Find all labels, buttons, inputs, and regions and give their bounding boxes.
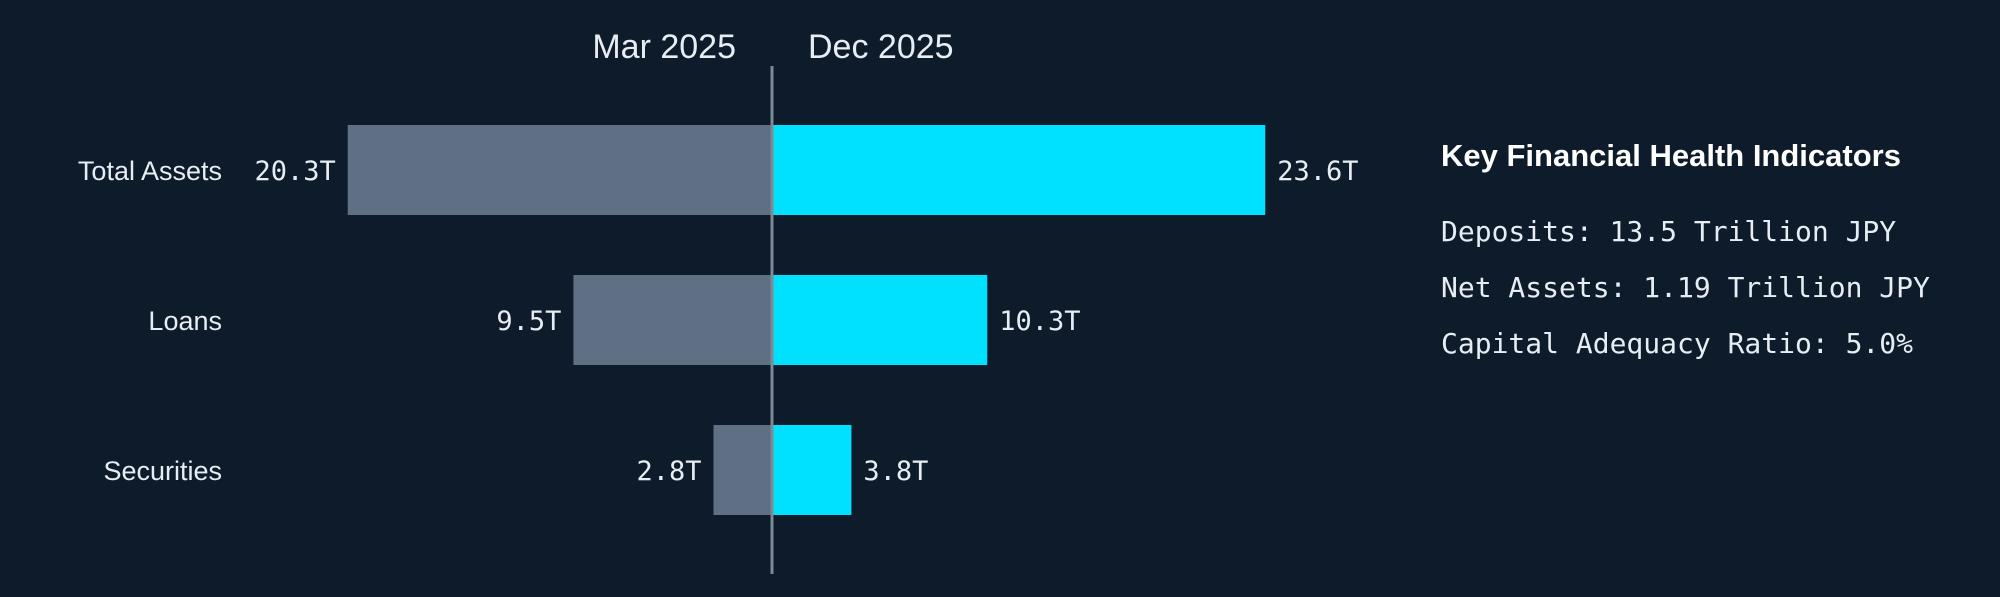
series-label-dec-2025: Dec 2025	[808, 28, 954, 66]
category-label-loans: Loans	[148, 306, 222, 336]
bar-dec-2025-total-assets	[772, 125, 1266, 215]
value-label-mar-2025-loans: 9.5T	[496, 306, 561, 337]
bar-dec-2025-securities	[772, 425, 852, 515]
key-indicators-panel: Key Financial Health Indicators Deposits…	[1441, 138, 1981, 372]
value-label-dec-2025-securities: 3.8T	[863, 456, 928, 487]
indicator-capital-adequacy-ratio: Capital Adequacy Ratio: 5.0%	[1441, 327, 1914, 360]
category-label-total-assets: Total Assets	[78, 156, 222, 186]
bar-mar-2025-securities	[713, 425, 772, 515]
butterfly-bar-chart: Mar 2025 Dec 2025 20.3T 23.6T Total Assets 9.…	[78, 28, 1359, 574]
value-label-mar-2025-total-assets: 20.3T	[254, 156, 335, 187]
indicators-title: Key Financial Health Indicators	[1441, 138, 1901, 173]
bar-dec-2025-loans	[772, 275, 988, 365]
value-label-mar-2025-securities: 2.8T	[636, 456, 701, 487]
bar-mar-2025-loans	[573, 275, 772, 365]
indicator-deposits: Deposits: 13.5 Trillion JPY	[1441, 215, 1897, 248]
indicator-net-assets: Net Assets: 1.19 Trillion JPY	[1441, 271, 1930, 304]
value-label-dec-2025-loans: 10.3T	[999, 306, 1080, 337]
category-label-securities: Securities	[103, 456, 222, 486]
value-label-dec-2025-total-assets: 23.6T	[1277, 156, 1358, 187]
series-label-mar-2025: Mar 2025	[592, 28, 736, 66]
bar-mar-2025-total-assets	[347, 125, 772, 215]
